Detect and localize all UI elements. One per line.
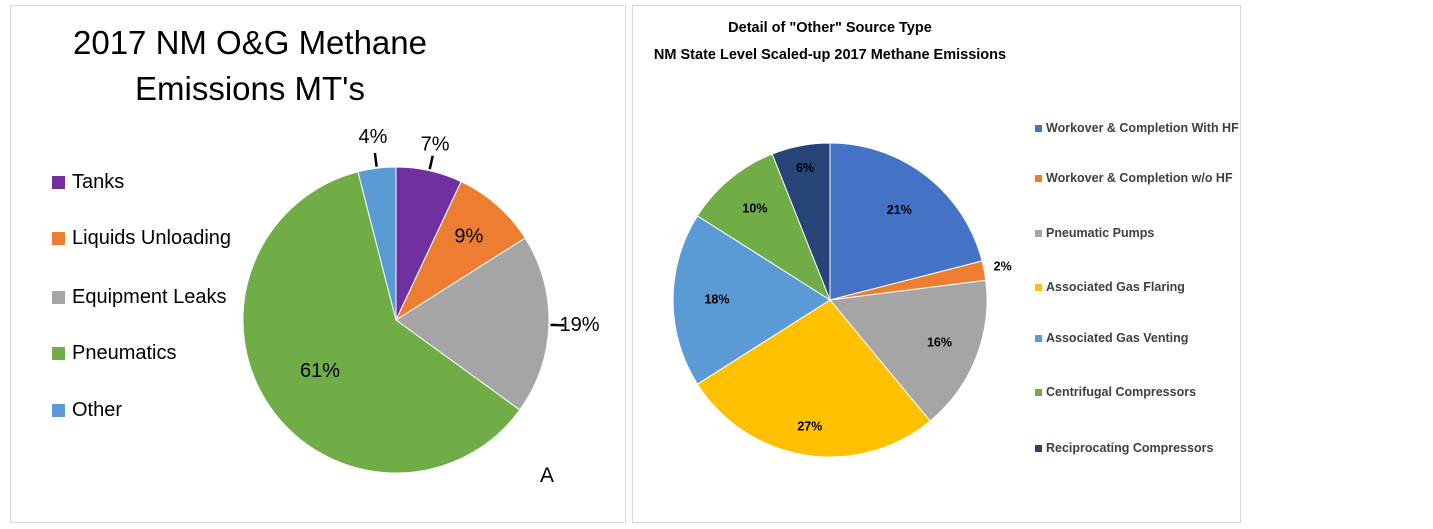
legend-swatch	[1035, 175, 1042, 182]
legend-swatch	[1035, 445, 1042, 452]
legend-entry: Equipment Leaks	[52, 283, 232, 312]
pie-slice	[672, 215, 831, 385]
legend-swatch	[52, 347, 65, 360]
legend-entry: Associated Gas Venting	[1035, 330, 1246, 347]
legend-label: Workover & Completion w/o HF	[1046, 171, 1233, 185]
legend-label: Tanks	[72, 171, 125, 193]
legend-entry: Associated Gas Flaring	[1035, 279, 1246, 296]
legend-swatch	[1035, 284, 1042, 291]
legend-entry: Reciprocating Compressors	[1035, 440, 1246, 457]
data-label: 9%	[454, 226, 483, 248]
pie-slice	[242, 171, 521, 474]
chart-title: 2017 NM O&G Methane Emissions MT's	[72, 24, 427, 107]
legend-label: Pneumatic Pumps	[1046, 226, 1155, 240]
data-label: 6%	[796, 161, 814, 175]
legend-entry: Workover & Completion w/o HF	[1035, 170, 1246, 187]
data-label: 21%	[887, 203, 912, 217]
chart-title: Detail of "Other" Source Type	[728, 20, 932, 36]
legend-entry: Other	[52, 396, 232, 425]
legend-swatch	[1035, 230, 1042, 237]
legend-swatch	[1035, 335, 1042, 342]
data-label: 10%	[742, 202, 767, 216]
pie-slice	[394, 180, 526, 322]
data-label: 16%	[927, 336, 952, 350]
legend-entry: Pneumatic Pumps	[1035, 225, 1246, 242]
legend-entry: Tanks	[52, 168, 232, 197]
pie-slice	[696, 299, 931, 458]
legend-label: Reciprocating Compressors	[1046, 441, 1214, 455]
leader-line	[373, 152, 378, 167]
legend-swatch	[52, 291, 65, 304]
legend-label: Equipment Leaks	[72, 286, 227, 308]
legend-swatch	[52, 232, 65, 245]
data-label: 61%	[300, 360, 340, 382]
legend-swatch	[52, 176, 65, 189]
data-label: 18%	[704, 292, 729, 306]
legend-label: Pneumatics	[72, 342, 177, 364]
data-label: 19%	[559, 314, 599, 336]
legend-entry: Pneumatics	[52, 339, 232, 368]
pie-slice	[395, 237, 550, 411]
pie-slice	[829, 279, 988, 422]
legend-label: Other	[72, 399, 123, 421]
pie-slice	[771, 142, 831, 301]
legend-entry: Liquids Unloading	[52, 224, 232, 253]
legend-label: Associated Gas Flaring	[1046, 280, 1185, 294]
data-label: 2%	[994, 259, 1012, 273]
data-label: 27%	[797, 419, 822, 433]
annotation: A	[540, 464, 555, 487]
legend-swatch	[1035, 125, 1042, 132]
legend-label: Liquids Unloading	[72, 227, 232, 249]
legend-swatch	[52, 404, 65, 417]
legend-label: Centrifugal Compressors	[1046, 385, 1197, 399]
legend-entry: Workover & Completion With HF	[1035, 120, 1246, 137]
chart-subtitle: NM State Level Scaled-up 2017 Methane Em…	[653, 47, 1007, 63]
legend-swatch	[1035, 389, 1042, 396]
legend-label: Associated Gas Venting	[1046, 331, 1189, 345]
data-label: 4%	[359, 126, 388, 148]
legend-entry: Centrifugal Compressors	[1035, 384, 1246, 401]
data-label: 7%	[421, 134, 450, 156]
pie-slice	[829, 142, 983, 301]
pie-slice	[696, 153, 832, 302]
legend-label: Workover & Completion With HF	[1046, 121, 1239, 135]
leader-line	[428, 155, 434, 170]
pie-slice	[357, 166, 397, 321]
